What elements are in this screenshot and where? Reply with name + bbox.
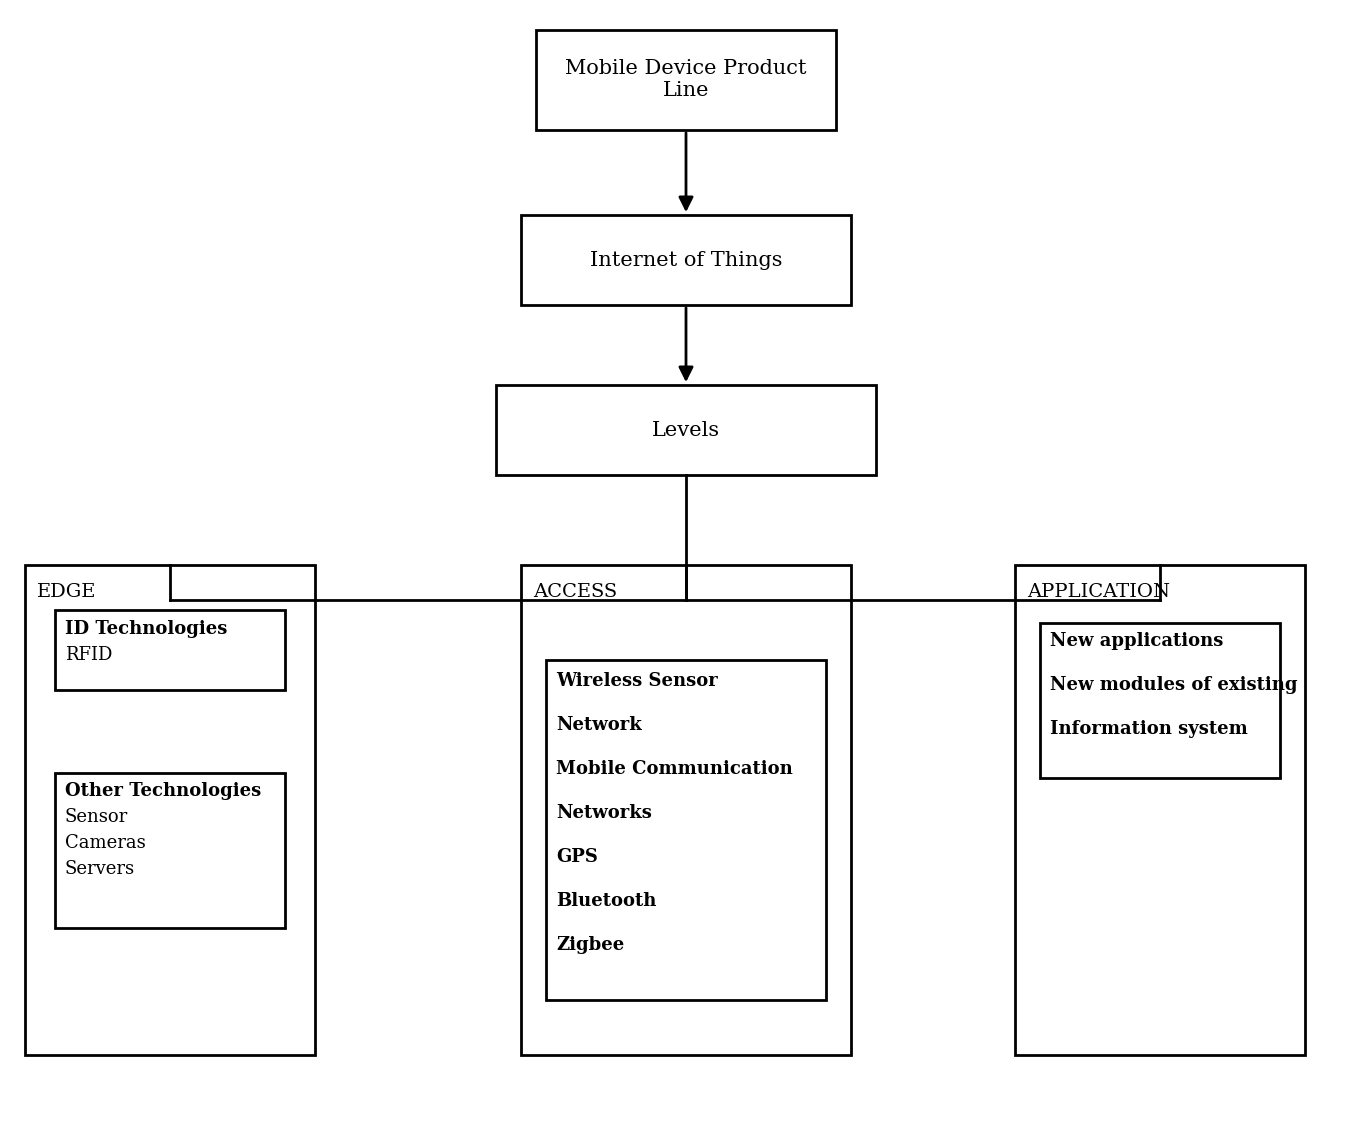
Text: New modules of existing: New modules of existing — [1050, 676, 1298, 694]
Text: ACCESS: ACCESS — [532, 583, 617, 601]
Text: Bluetooth: Bluetooth — [556, 892, 656, 910]
Bar — [521, 565, 851, 1055]
Text: Mobile Device Product
Line: Mobile Device Product Line — [565, 60, 807, 101]
Text: ID Technologies: ID Technologies — [64, 620, 228, 638]
Text: Information system: Information system — [1050, 721, 1247, 738]
Text: Sensor: Sensor — [64, 808, 128, 826]
Text: APPLICATION: APPLICATION — [1028, 583, 1170, 601]
Bar — [1040, 622, 1280, 777]
Bar — [55, 610, 285, 690]
Text: Internet of Things: Internet of Things — [590, 251, 782, 269]
Text: Wireless Sensor: Wireless Sensor — [556, 672, 718, 690]
Bar — [536, 30, 836, 129]
Text: Networks: Networks — [556, 804, 652, 822]
Text: GPS: GPS — [556, 848, 598, 866]
Text: EDGE: EDGE — [37, 583, 96, 601]
Text: Network: Network — [556, 716, 642, 733]
Bar — [55, 772, 285, 927]
Text: RFID: RFID — [64, 646, 113, 664]
Text: Cameras: Cameras — [64, 834, 145, 853]
Bar — [1015, 565, 1305, 1055]
Text: Mobile Communication: Mobile Communication — [556, 760, 793, 778]
Text: Levels: Levels — [652, 421, 720, 440]
Text: Other Technologies: Other Technologies — [64, 783, 261, 801]
Text: New applications: New applications — [1050, 633, 1224, 651]
Bar — [521, 215, 851, 305]
Bar — [25, 565, 316, 1055]
Text: Zigbee: Zigbee — [556, 936, 624, 953]
Bar — [546, 660, 826, 1000]
Text: Servers: Servers — [64, 861, 134, 879]
Bar — [497, 385, 875, 474]
